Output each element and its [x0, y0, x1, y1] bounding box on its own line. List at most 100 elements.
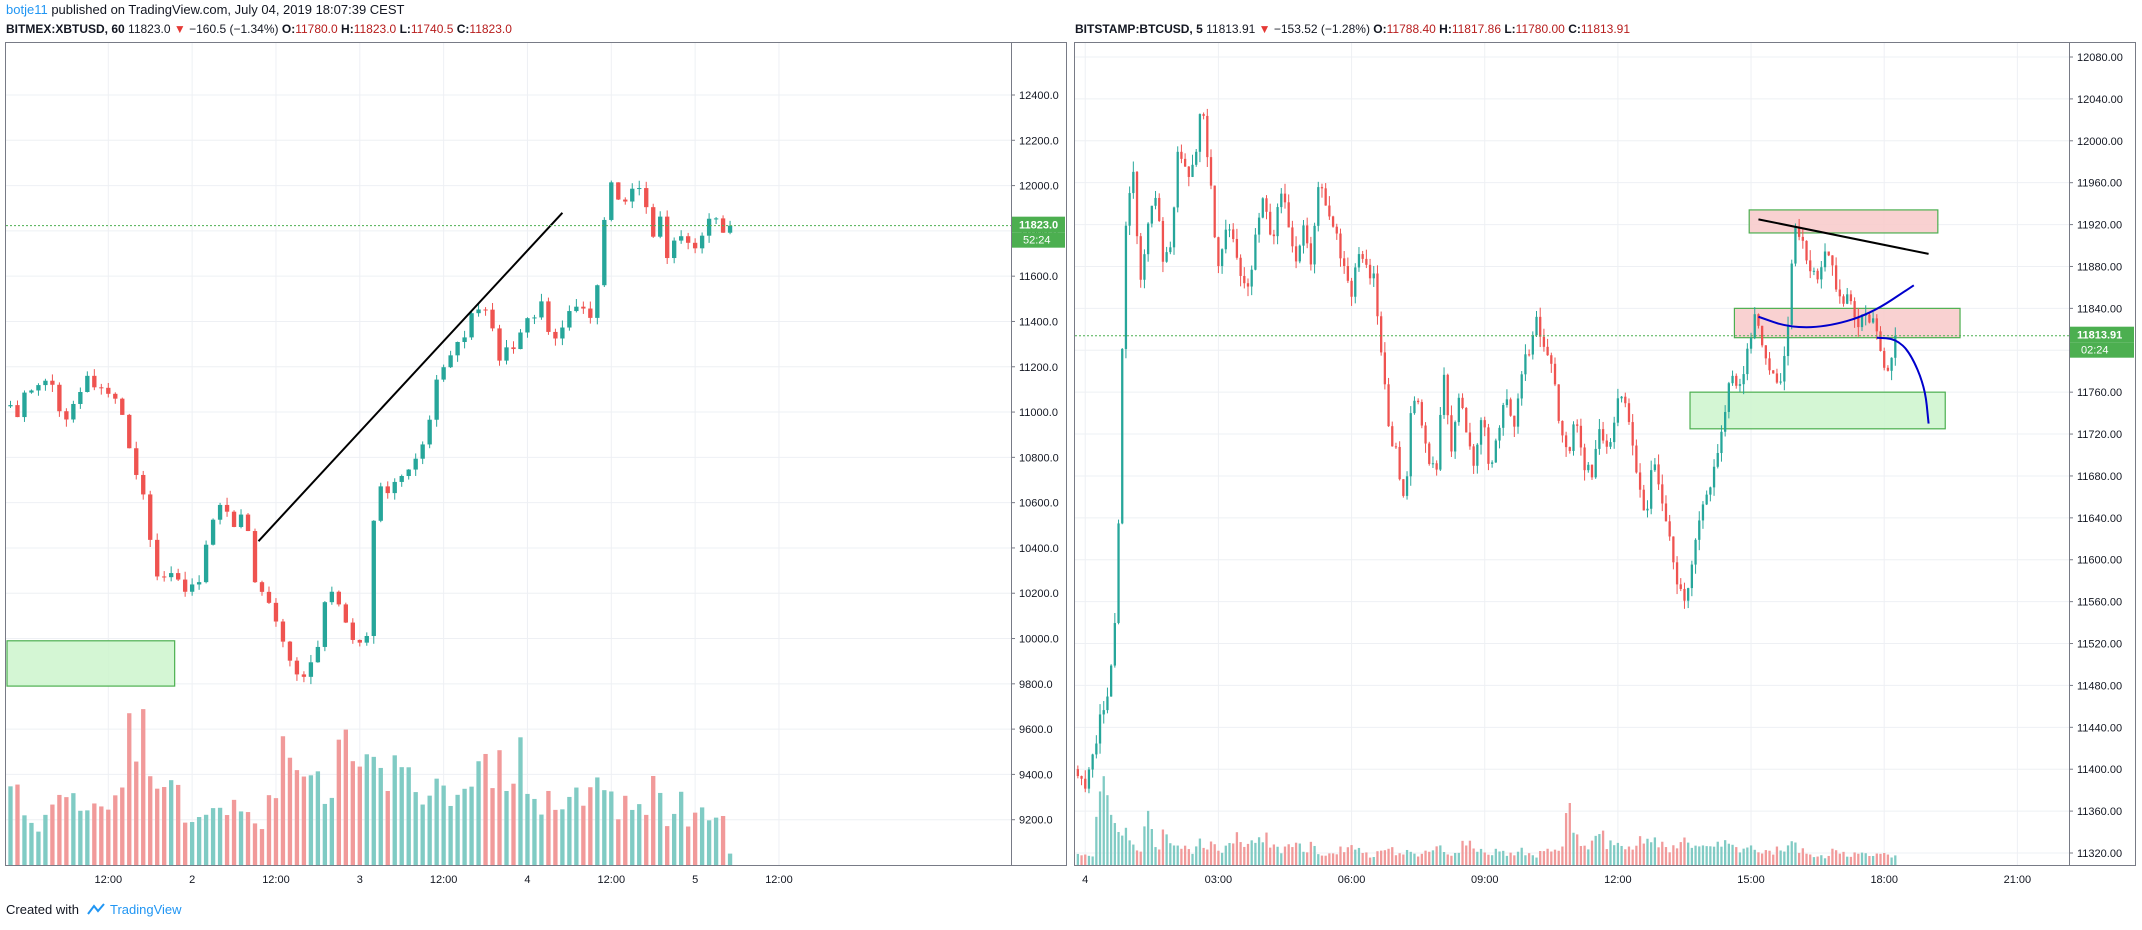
- right-candle: [1417, 400, 1420, 403]
- left-volume-bar: [623, 795, 628, 865]
- right-volume-bar: [1202, 847, 1205, 865]
- left-y-tick-label: 10400.0: [1019, 543, 1059, 555]
- left-volume-bar: [385, 790, 390, 865]
- right-volume-bar: [1084, 854, 1087, 865]
- right-candle: [1668, 521, 1671, 537]
- right-candle: [1827, 251, 1830, 256]
- left-candle: [448, 355, 453, 368]
- left-candle: [595, 285, 600, 318]
- left-volume-bar: [713, 817, 719, 865]
- right-volume-bar: [1468, 840, 1472, 865]
- right-volume-bar: [1331, 853, 1335, 865]
- right-candle: [1883, 350, 1886, 368]
- right-volume-bar: [1439, 845, 1442, 865]
- author-link[interactable]: botje11: [6, 2, 48, 17]
- left-symbol[interactable]: BITMEX:XBTUSD, 60: [6, 22, 125, 36]
- right-candle: [1613, 422, 1616, 443]
- left-candle: [155, 539, 160, 577]
- left-volume-bar: [364, 754, 369, 865]
- right-candle: [1598, 429, 1601, 449]
- right-volume-bar: [1620, 845, 1623, 865]
- left-candle: [490, 309, 495, 329]
- right-volume-bar: [1520, 847, 1523, 865]
- right-candle: [1572, 424, 1575, 451]
- right-volume-bar: [1453, 852, 1457, 865]
- right-chart[interactable]: 11320.00 11360.00 11400.00 11440.00 11480.00…: [1074, 42, 2138, 894]
- right-volume-bar: [1172, 845, 1176, 865]
- right-volume-bar: [1786, 845, 1790, 865]
- right-volume-bar: [1757, 852, 1760, 865]
- left-volume-bar: [448, 805, 453, 865]
- right-volume-bar: [1343, 852, 1346, 865]
- left-chart[interactable]: 9200.0 9400.0 9600.0 9800.0 10000.0 10200.0 10…: [5, 42, 1067, 894]
- right-candle: [1768, 358, 1771, 371]
- right-volume-bar: [1838, 853, 1841, 865]
- right-volume-bar: [1476, 851, 1479, 865]
- right-symbol[interactable]: BITSTAMP:BTCUSD, 5: [1075, 22, 1203, 36]
- left-y-tick-label: 12000.0: [1019, 181, 1059, 193]
- right-volume-bar: [1383, 850, 1387, 865]
- left-volume-bar: [678, 791, 684, 865]
- left-x-tick-label: 12:00: [95, 874, 123, 886]
- right-volume-bar: [1368, 857, 1372, 865]
- left-candle: [308, 662, 314, 677]
- left-candle: [476, 309, 481, 314]
- left-volume-bar: [85, 810, 90, 865]
- right-volume-bar: [1860, 852, 1864, 865]
- right-candle: [1084, 778, 1087, 789]
- right-candle: [1520, 374, 1523, 399]
- left-volume-bar: [182, 822, 188, 865]
- right-candle: [1213, 185, 1216, 238]
- right-candle: [1272, 234, 1276, 237]
- left-volume-bar: [357, 766, 362, 865]
- right-price-axis: [2069, 42, 2136, 866]
- right-candle: [1764, 345, 1767, 359]
- right-volume-bar: [1601, 830, 1605, 865]
- left-candle: [630, 188, 635, 202]
- right-volume-bar: [1143, 826, 1146, 865]
- tradingview-link[interactable]: TradingView: [110, 902, 182, 917]
- right-candle: [1365, 258, 1368, 265]
- right-volume-bar: [1398, 853, 1401, 865]
- left-high-label: H:: [341, 22, 354, 36]
- right-candle: [1294, 246, 1298, 262]
- right-volume-bar: [1461, 840, 1464, 865]
- left-candle: [259, 582, 265, 592]
- left-y-tick-label: 11400.0: [1019, 316, 1058, 328]
- left-last-price: 11823.0: [128, 22, 171, 36]
- right-candle: [1679, 584, 1682, 589]
- left-volume-bar: [113, 795, 118, 865]
- right-candle: [1583, 447, 1586, 471]
- left-volume-bar: [406, 767, 411, 865]
- right-candle: [1217, 237, 1220, 267]
- right-volume-bar: [1883, 852, 1886, 865]
- left-volume-bar: [29, 822, 34, 865]
- right-candle: [1775, 373, 1779, 383]
- left-volume-bar: [637, 804, 642, 865]
- right-high-label: H:: [1439, 22, 1452, 36]
- right-candle: [1487, 427, 1490, 464]
- right-volume-bar: [1779, 850, 1782, 865]
- left-candle: [238, 514, 244, 527]
- left-candle: [78, 391, 83, 404]
- left-volume-bar: [266, 795, 272, 865]
- right-volume-bar: [1106, 795, 1109, 865]
- right-volume-bar: [1561, 846, 1564, 865]
- right-candle: [1280, 193, 1283, 208]
- right-candle: [1165, 252, 1168, 262]
- right-volume-bar: [1095, 816, 1098, 865]
- left-volume-bar: [462, 788, 467, 865]
- right-candle: [1635, 445, 1638, 473]
- right-volume-bar: [1276, 846, 1279, 865]
- left-candle: [371, 520, 376, 637]
- right-volume-bar: [1187, 849, 1190, 865]
- right-candle: [1202, 114, 1205, 116]
- left-y-tick-label: 9600.0: [1019, 724, 1053, 736]
- left-candle: [336, 591, 342, 605]
- right-change-arrow: ▼: [1258, 22, 1271, 36]
- right-volume-bar: [1783, 851, 1786, 865]
- right-volume-bar: [1280, 853, 1283, 865]
- right-candle: [1661, 484, 1664, 504]
- right-volume-bar: [1376, 851, 1379, 865]
- right-low-label: L:: [1504, 22, 1516, 36]
